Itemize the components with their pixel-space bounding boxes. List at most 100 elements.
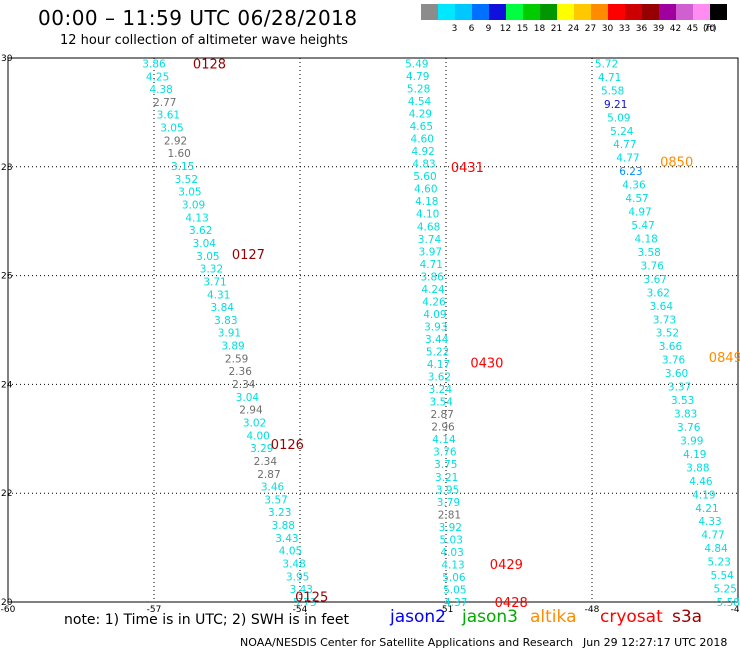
- data-point-label: 3.37: [668, 382, 691, 394]
- data-point-label: 5.25: [714, 584, 737, 596]
- data-point-label: 3.44: [425, 334, 449, 346]
- legend-label: 45: [686, 24, 699, 34]
- data-point-label: 5.60: [413, 171, 436, 183]
- data-point-label: 3.88: [272, 520, 295, 532]
- data-point-label: 2.94: [239, 405, 263, 417]
- data-point-label: 6.23: [619, 166, 642, 178]
- x-tick-label: -51: [439, 605, 454, 615]
- time-annotation: 0125: [295, 591, 328, 606]
- time-annotation: 0429: [490, 558, 523, 573]
- data-point-label: 3.74: [418, 234, 442, 246]
- data-point-label: 4.71: [598, 72, 621, 84]
- data-point-label: 4.37: [444, 597, 467, 609]
- data-point-label: 3.54: [430, 397, 454, 409]
- data-point-label: 3.91: [218, 328, 241, 340]
- chart-subtitle: 12 hour collection of altimeter wave hei…: [60, 33, 348, 48]
- mission-jason2: jason2: [390, 607, 446, 627]
- data-point-label: 3.99: [680, 435, 703, 447]
- data-point-label: 3.60: [665, 368, 688, 380]
- data-point-label: 3.95: [286, 571, 309, 583]
- x-tick-label: -57: [147, 605, 162, 615]
- time-annotation: 0128: [193, 57, 226, 72]
- data-point-label: 1.60: [167, 148, 190, 160]
- data-point-label: 4.21: [695, 503, 718, 515]
- note-text: note: 1) Time is in UTC; 2) SWH is in fe…: [64, 612, 350, 628]
- data-point-label: 3.43: [290, 584, 313, 596]
- data-point-label: 3.05: [178, 187, 201, 199]
- data-point-label: 4.18: [634, 233, 657, 245]
- y-tick-label: 28: [1, 163, 13, 173]
- data-point-label: 4.19: [683, 449, 706, 461]
- legend-label: 36: [635, 24, 648, 34]
- data-point-label: 3.53: [671, 395, 694, 407]
- legend-swatch: [693, 4, 710, 20]
- data-point-label: 5.49: [405, 58, 428, 70]
- time-annotation: 0849: [709, 351, 740, 366]
- data-point-label: 3.23: [268, 507, 291, 519]
- data-point-label: 3.66: [659, 341, 683, 353]
- mission-s3a: s3a: [672, 607, 703, 627]
- data-point-label: 3.02: [243, 417, 266, 429]
- legend-label: 39: [652, 24, 665, 34]
- legend-swatch: [659, 4, 676, 20]
- legend-label: 33: [618, 24, 631, 34]
- data-point-label: 4.65: [410, 121, 433, 133]
- data-point-label: 4.57: [625, 193, 648, 205]
- data-point-label: 4.19: [692, 489, 715, 501]
- data-point-label: 2.59: [225, 353, 248, 365]
- data-point-label: 3.92: [439, 522, 462, 534]
- data-point-label: 3.48: [282, 559, 305, 571]
- credit-text: NOAA/NESDIS Center for Satellite Applica…: [240, 636, 574, 649]
- data-point-label: 4.92: [411, 146, 434, 158]
- data-point-label: 3.73: [653, 314, 676, 326]
- data-point-label: 4.46: [689, 476, 713, 488]
- data-point-label: 3.57: [264, 494, 287, 506]
- data-point-label: 2.92: [164, 135, 187, 147]
- data-point-label: 5.28: [407, 83, 430, 95]
- data-point-label: 5.22: [426, 347, 449, 359]
- legend-swatch: [540, 4, 557, 20]
- data-point-label: 3.52: [175, 174, 198, 186]
- mission-cryosat: cryosat: [600, 607, 663, 627]
- legend-label: 6: [468, 24, 475, 34]
- data-point-label: 3.93: [424, 321, 447, 333]
- legend-swatch: [625, 4, 642, 20]
- mission-altika: altika: [530, 607, 577, 627]
- data-point-label: 4.97: [628, 207, 651, 219]
- data-point-label: 5.03: [440, 534, 463, 546]
- x-tick-label: -45: [731, 605, 740, 615]
- data-point-label: 3.58: [637, 247, 660, 259]
- data-point-label: 4.13: [185, 212, 208, 224]
- data-point-label: 4.84: [704, 543, 728, 555]
- legend-label: 9: [485, 24, 492, 34]
- data-point-label: 4.13: [441, 559, 464, 571]
- data-point-label: 2.77: [153, 97, 176, 109]
- legend-swatch: [676, 4, 693, 20]
- x-tick-label: -48: [585, 605, 600, 615]
- data-point-label: 4.25: [146, 71, 169, 83]
- data-point-label: 4.36: [622, 180, 646, 192]
- data-point-label: 4.26: [422, 296, 446, 308]
- chart-title: 00:00 – 11:59 UTC 06/28/2018: [38, 6, 358, 30]
- data-point-label: 3.84: [211, 302, 235, 314]
- time-annotation: 0430: [470, 357, 503, 372]
- data-point-label: 4.31: [207, 289, 230, 301]
- data-point-label: 4.05: [279, 546, 302, 558]
- data-point-label: 5.58: [717, 597, 740, 609]
- data-point-label: 4.33: [698, 516, 721, 528]
- data-point-label: 4.77: [701, 530, 724, 542]
- legend-label: 15: [516, 24, 529, 34]
- data-point-label: 3.64: [650, 301, 674, 313]
- data-point-label: 3.29: [250, 443, 273, 455]
- data-point-label: 3.09: [182, 199, 205, 211]
- legend-swatch: [489, 4, 506, 20]
- legend-swatch: [557, 4, 574, 20]
- data-point-label: 3.24: [429, 384, 453, 396]
- legend-swatch: [710, 4, 727, 20]
- data-point-label: 3.61: [157, 110, 180, 122]
- legend-label: 18: [533, 24, 546, 34]
- data-point-label: 5.58: [601, 85, 624, 97]
- data-point-label: 5.73: [293, 597, 316, 609]
- data-point-label: 4.10: [416, 209, 439, 221]
- data-point-label: 2.87: [257, 469, 280, 481]
